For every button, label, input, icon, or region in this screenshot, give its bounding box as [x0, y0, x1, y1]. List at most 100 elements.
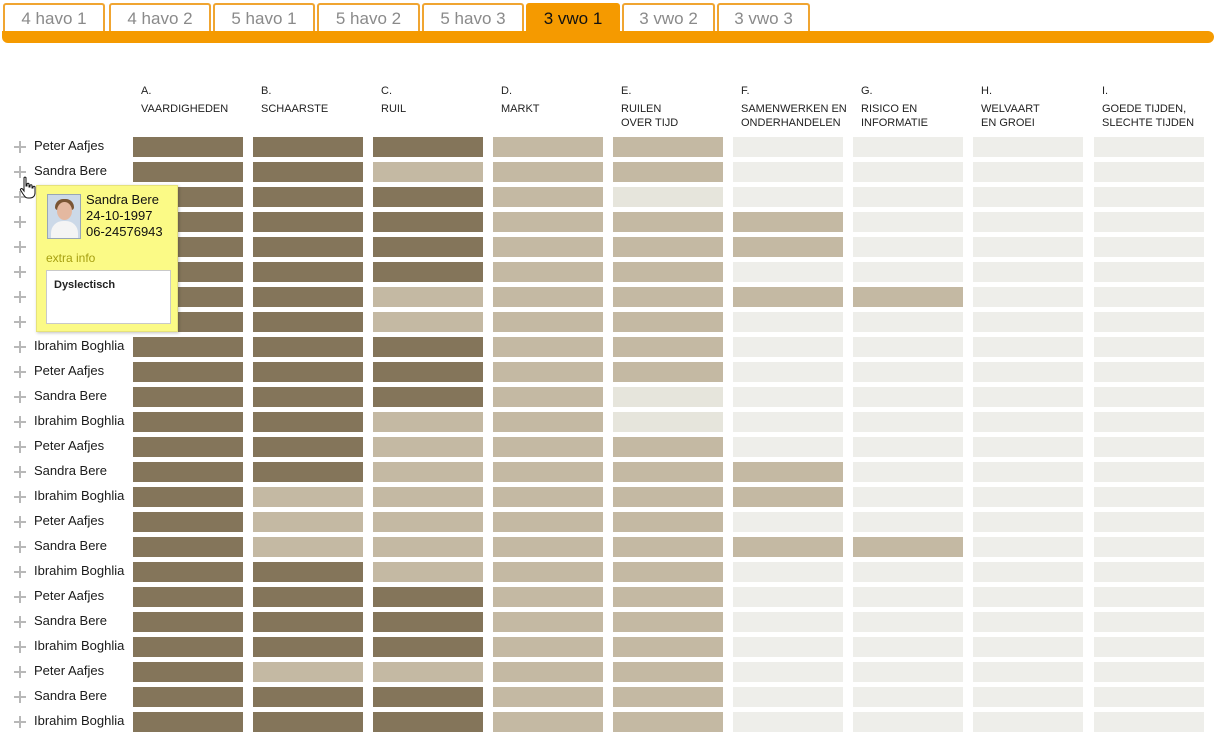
progress-cell[interactable] — [253, 587, 363, 607]
progress-cell[interactable] — [853, 262, 963, 282]
progress-cell[interactable] — [493, 187, 603, 207]
progress-cell[interactable] — [253, 187, 363, 207]
progress-cell[interactable] — [853, 362, 963, 382]
tab-5-havo-1[interactable]: 5 havo 1 — [213, 3, 315, 32]
student-name[interactable]: Sandra Bere — [34, 688, 107, 703]
progress-cell[interactable] — [1094, 637, 1204, 657]
progress-cell[interactable] — [973, 162, 1083, 182]
progress-cell[interactable] — [853, 687, 963, 707]
expand-plus-icon[interactable] — [14, 716, 26, 728]
progress-cell[interactable] — [493, 337, 603, 357]
progress-cell[interactable] — [733, 487, 843, 507]
progress-cell[interactable] — [613, 287, 723, 307]
progress-cell[interactable] — [373, 137, 483, 157]
progress-cell[interactable] — [973, 387, 1083, 407]
tab-5-havo-2[interactable]: 5 havo 2 — [317, 3, 420, 32]
progress-cell[interactable] — [1094, 687, 1204, 707]
progress-cell[interactable] — [973, 137, 1083, 157]
student-name[interactable]: Ibrahim Boghlia — [34, 713, 125, 728]
progress-cell[interactable] — [373, 712, 483, 732]
progress-cell[interactable] — [373, 687, 483, 707]
progress-cell[interactable] — [373, 387, 483, 407]
progress-cell[interactable] — [253, 662, 363, 682]
progress-cell[interactable] — [493, 287, 603, 307]
progress-cell[interactable] — [973, 337, 1083, 357]
student-name[interactable]: Ibrahim Boghlia — [34, 563, 125, 578]
progress-cell[interactable] — [253, 312, 363, 332]
progress-cell[interactable] — [853, 162, 963, 182]
progress-cell[interactable] — [493, 637, 603, 657]
progress-cell[interactable] — [613, 637, 723, 657]
progress-cell[interactable] — [613, 587, 723, 607]
progress-cell[interactable] — [613, 562, 723, 582]
student-name[interactable]: Peter Aafjes — [34, 513, 105, 528]
progress-cell[interactable] — [493, 587, 603, 607]
progress-cell[interactable] — [853, 287, 963, 307]
progress-cell[interactable] — [613, 337, 723, 357]
progress-cell[interactable] — [973, 287, 1083, 307]
progress-cell[interactable] — [133, 362, 243, 382]
expand-plus-icon[interactable] — [14, 291, 26, 303]
student-name[interactable]: Ibrahim Boghlia — [34, 638, 125, 653]
progress-cell[interactable] — [493, 437, 603, 457]
progress-cell[interactable] — [253, 462, 363, 482]
progress-cell[interactable] — [1094, 387, 1204, 407]
progress-cell[interactable] — [1094, 437, 1204, 457]
progress-cell[interactable] — [133, 487, 243, 507]
progress-cell[interactable] — [853, 537, 963, 557]
tab-3-vwo-1[interactable]: 3 vwo 1 — [526, 3, 620, 32]
student-name[interactable]: Ibrahim Boghlia — [34, 413, 125, 428]
progress-cell[interactable] — [1094, 412, 1204, 432]
progress-cell[interactable] — [853, 387, 963, 407]
progress-cell[interactable] — [613, 187, 723, 207]
progress-cell[interactable] — [613, 137, 723, 157]
progress-cell[interactable] — [733, 162, 843, 182]
progress-cell[interactable] — [733, 287, 843, 307]
expand-plus-icon[interactable] — [14, 616, 26, 628]
progress-cell[interactable] — [733, 412, 843, 432]
progress-cell[interactable] — [733, 362, 843, 382]
progress-cell[interactable] — [733, 437, 843, 457]
progress-cell[interactable] — [373, 587, 483, 607]
progress-cell[interactable] — [973, 187, 1083, 207]
progress-cell[interactable] — [973, 312, 1083, 332]
progress-cell[interactable] — [493, 687, 603, 707]
expand-plus-icon[interactable] — [14, 591, 26, 603]
expand-plus-icon[interactable] — [14, 666, 26, 678]
progress-cell[interactable] — [613, 312, 723, 332]
progress-cell[interactable] — [733, 687, 843, 707]
progress-cell[interactable] — [253, 412, 363, 432]
progress-cell[interactable] — [613, 662, 723, 682]
progress-cell[interactable] — [853, 187, 963, 207]
progress-cell[interactable] — [973, 362, 1083, 382]
progress-cell[interactable] — [373, 462, 483, 482]
expand-plus-icon[interactable] — [14, 466, 26, 478]
expand-plus-icon[interactable] — [14, 541, 26, 553]
progress-cell[interactable] — [493, 412, 603, 432]
student-name[interactable]: Sandra Bere — [34, 463, 107, 478]
progress-cell[interactable] — [253, 212, 363, 232]
progress-cell[interactable] — [613, 687, 723, 707]
expand-plus-icon[interactable] — [14, 316, 26, 328]
progress-cell[interactable] — [733, 662, 843, 682]
progress-cell[interactable] — [1094, 612, 1204, 632]
progress-cell[interactable] — [973, 562, 1083, 582]
progress-cell[interactable] — [493, 712, 603, 732]
progress-cell[interactable] — [373, 262, 483, 282]
expand-plus-icon[interactable] — [14, 241, 26, 253]
progress-cell[interactable] — [133, 412, 243, 432]
progress-cell[interactable] — [133, 137, 243, 157]
progress-cell[interactable] — [373, 412, 483, 432]
progress-cell[interactable] — [853, 587, 963, 607]
progress-cell[interactable] — [493, 562, 603, 582]
progress-cell[interactable] — [133, 437, 243, 457]
progress-cell[interactable] — [853, 612, 963, 632]
progress-cell[interactable] — [853, 237, 963, 257]
progress-cell[interactable] — [493, 262, 603, 282]
progress-cell[interactable] — [853, 662, 963, 682]
progress-cell[interactable] — [973, 537, 1083, 557]
progress-cell[interactable] — [493, 312, 603, 332]
progress-cell[interactable] — [973, 462, 1083, 482]
progress-cell[interactable] — [613, 362, 723, 382]
progress-cell[interactable] — [133, 712, 243, 732]
